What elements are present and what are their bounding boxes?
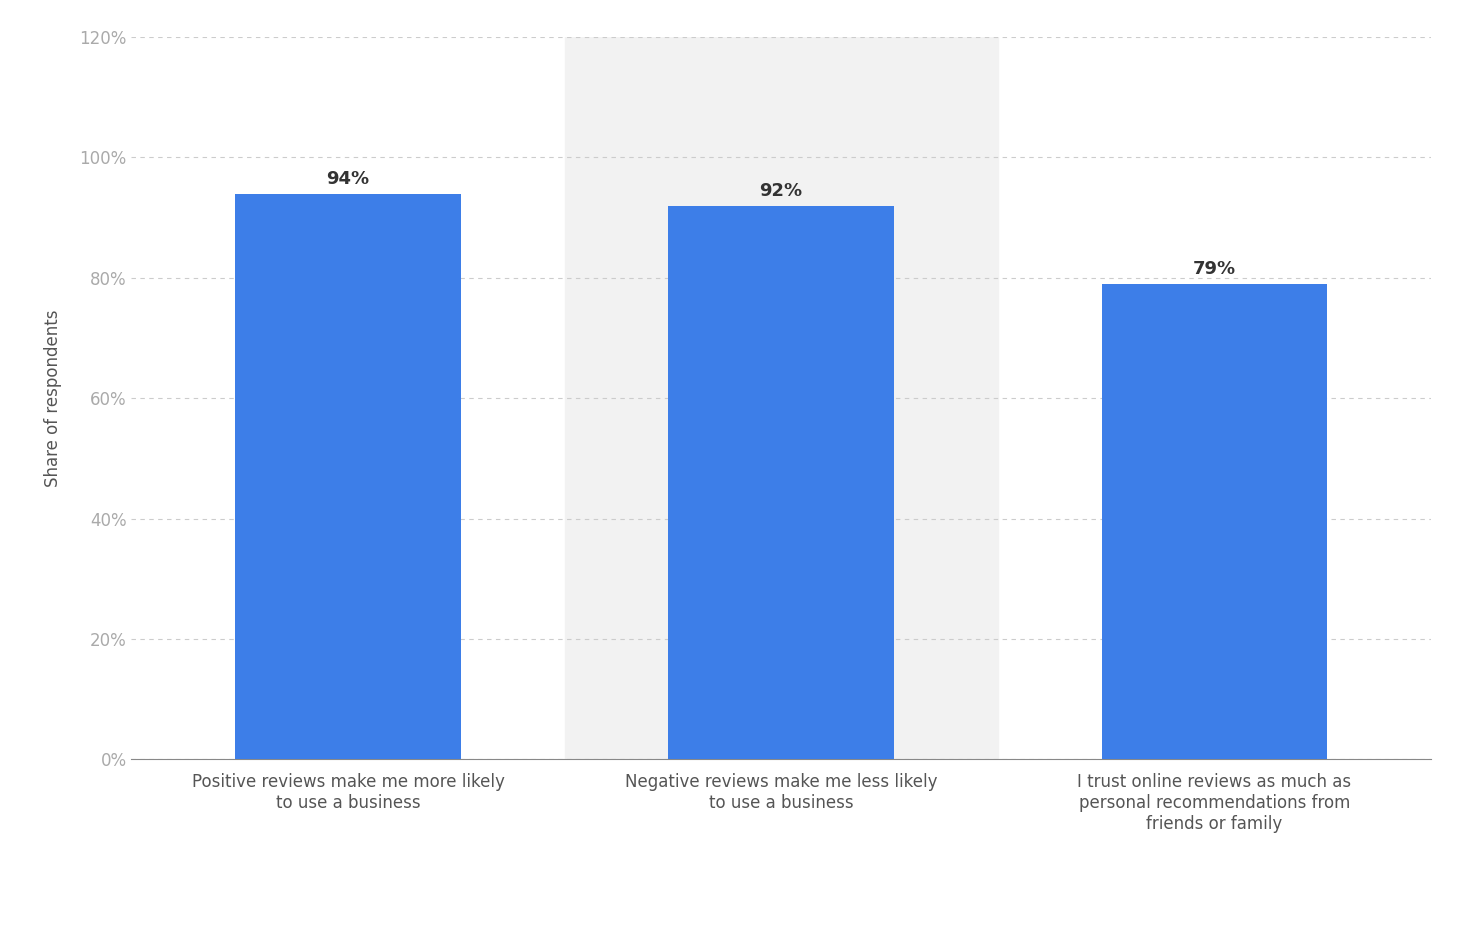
Text: 79%: 79% <box>1193 260 1235 278</box>
Y-axis label: Share of respondents: Share of respondents <box>44 309 63 487</box>
Bar <box>1102 283 1327 759</box>
Bar <box>235 194 460 759</box>
Bar <box>565 37 997 759</box>
Text: 94%: 94% <box>327 169 369 187</box>
Text: 92%: 92% <box>759 181 803 199</box>
Bar <box>669 206 894 759</box>
